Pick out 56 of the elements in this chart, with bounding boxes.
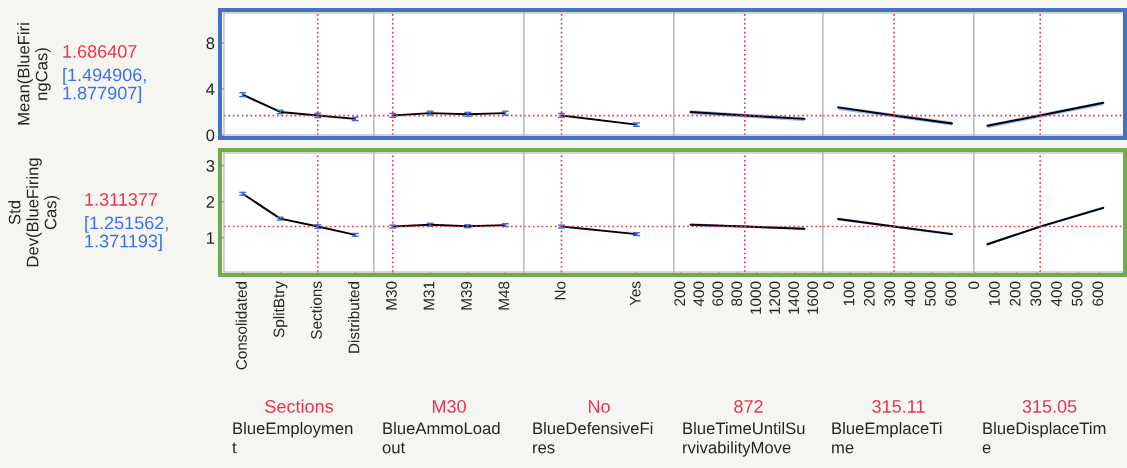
y-tick-label: 4: [206, 83, 215, 95]
x-tick-label: 300: [884, 281, 896, 306]
x-tick-label: 300: [1030, 281, 1042, 306]
x-axis-title: BlueEmploymen t: [232, 422, 353, 454]
x-tick-label: 0: [968, 281, 980, 289]
x-tick-label: 200: [674, 281, 686, 306]
text: [1.494906, 1.877907]: [63, 68, 146, 103]
x-tick-label: 400: [693, 281, 705, 307]
y-tick-label: 3: [206, 160, 215, 172]
x-tick-label: Consolidated: [235, 282, 247, 370]
ref-line-label: 315.05: [1022, 400, 1077, 413]
x-tick-label: 800: [731, 281, 743, 306]
x-axis-title: BlueTimeUntilSu rvivabilityMove: [683, 422, 805, 457]
x-tick-label: 1600: [807, 281, 819, 314]
x-tick-label: 1000: [750, 281, 762, 314]
x-tick-label: M31: [423, 281, 435, 310]
x-tick-label: Sections: [310, 281, 322, 339]
x-tick-label: 1200: [769, 281, 781, 314]
ref-line-label: 1.686407: [63, 45, 137, 58]
x-tick-label: No: [554, 281, 566, 300]
ref-line-label: No: [588, 400, 610, 413]
x-axis-title: BlueDisplaceTim e: [982, 422, 1106, 454]
y-tick-label: 2: [206, 196, 215, 208]
x-tick-label: M48: [498, 281, 510, 310]
ref-line-label: 872: [734, 400, 763, 413]
x-tick-label: M39: [461, 281, 472, 310]
text: [1.251562, 1.371193]: [85, 216, 168, 251]
y-axis-title: Std Dev(BlueFiring Cas): [8, 158, 60, 267]
x-tick-label: SplitBtry: [273, 281, 288, 338]
ref-line-label: 1.311377: [85, 193, 158, 206]
y-tick-label: 8: [206, 37, 215, 50]
ref-line-label: 315.11: [872, 400, 925, 413]
ref-line-label: Sections: [265, 399, 333, 413]
x-tick-label: 400: [1051, 281, 1062, 307]
x-tick-label: 200: [863, 281, 875, 306]
x-tick-label: 200: [1009, 281, 1021, 306]
x-tick-label: 400: [904, 281, 916, 307]
x-axis-title: BlueAmmoLoad out: [382, 422, 500, 454]
y-tick-label: 0: [206, 129, 215, 142]
x-tick-label: 100: [843, 281, 855, 306]
x-tick-label: Distributed: [348, 282, 360, 353]
x-tick-label: 500: [924, 281, 936, 306]
ref-line-label: M30: [432, 400, 466, 413]
x-tick-label: 100: [989, 281, 1000, 306]
x-tick-label: 1400: [788, 281, 800, 314]
x-tick-label: 0: [823, 281, 835, 289]
x-tick-label: 600: [1092, 281, 1104, 306]
x-tick-label: 600: [712, 281, 724, 306]
x-tick-label: 600: [945, 281, 957, 306]
x-axis-title: BlueEmplaceTi me: [832, 422, 942, 454]
y-axis-title: Mean(BlueFiri ngCas): [17, 23, 51, 125]
x-tick-label: M30: [386, 281, 397, 310]
x-tick-label: 500: [1071, 281, 1083, 306]
x-axis-title: BlueDefensiveFi res: [533, 422, 653, 454]
y-tick-label: 1: [206, 232, 215, 244]
x-tick-label: Yes: [629, 281, 641, 306]
